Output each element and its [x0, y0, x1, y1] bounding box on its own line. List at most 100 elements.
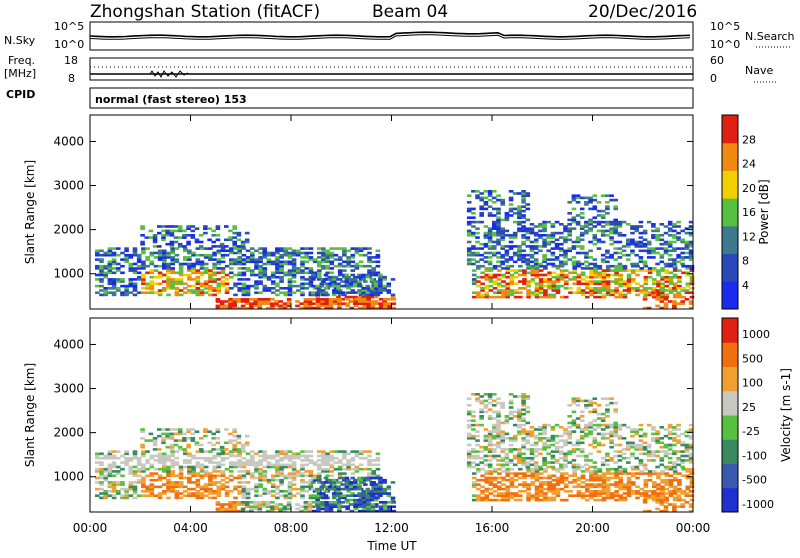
- power-cell: [145, 258, 150, 261]
- power-cell: [521, 209, 526, 213]
- velocity-cell: [229, 454, 234, 458]
- velocity-cell: [521, 393, 526, 396]
- power-cell: [585, 280, 590, 283]
- velocity-cell: [170, 452, 175, 456]
- power-cell: [471, 253, 476, 257]
- power-cell: [563, 251, 568, 255]
- power-cell: [333, 247, 339, 250]
- velocity-cell: [194, 441, 200, 445]
- velocity-cell: [530, 472, 536, 475]
- velocity-cell: [471, 485, 477, 489]
- velocity-cell: [162, 459, 167, 462]
- power-cell: [647, 269, 653, 272]
- velocity-cell: [212, 490, 217, 493]
- power-cell: [362, 300, 367, 303]
- power-cell: [496, 209, 501, 213]
- velocity-cell: [622, 472, 628, 475]
- velocity-cell: [369, 498, 375, 502]
- velocity-cell: [300, 472, 305, 475]
- power-cell: [509, 275, 515, 279]
- power-cell: [144, 236, 149, 239]
- power-cell: [228, 304, 233, 308]
- power-cell: [308, 280, 314, 283]
- power-cell: [212, 264, 217, 268]
- velocity-cell: [500, 432, 505, 436]
- power-cell: [253, 304, 258, 308]
- velocity-cell: [651, 454, 656, 458]
- velocity-cell: [466, 465, 472, 469]
- power-cell: [140, 234, 145, 237]
- power-cell: [618, 275, 624, 279]
- velocity-cell: [261, 501, 267, 504]
- velocity-cell: [504, 432, 510, 436]
- velocity-cell: [605, 492, 611, 495]
- colorbar-tick-label: 20: [742, 182, 756, 195]
- velocity-cell: [543, 476, 548, 480]
- power-cell: [588, 223, 593, 226]
- velocity-cell: [341, 505, 346, 508]
- velocity-cell: [321, 452, 326, 456]
- power-cell: [212, 258, 217, 261]
- power-cell: [371, 284, 376, 288]
- power-cell: [124, 293, 129, 297]
- power-cell: [672, 234, 677, 237]
- power-cell: [559, 295, 565, 299]
- power-cell: [111, 247, 117, 250]
- velocity-cell: [605, 397, 610, 400]
- power-cell: [475, 240, 480, 244]
- power-cell: [563, 253, 568, 257]
- power-cell: [103, 271, 108, 275]
- velocity-cell: [642, 452, 648, 456]
- power-cell: [492, 264, 498, 268]
- velocity-cell: [378, 507, 384, 511]
- velocity-cell: [332, 492, 337, 495]
- power-cell: [660, 267, 665, 270]
- velocity-cell: [254, 452, 259, 456]
- power-cell: [124, 287, 129, 290]
- power-cell: [496, 256, 501, 259]
- power-cell: [315, 291, 320, 294]
- power-cell: [547, 295, 552, 299]
- velocity-cell: [601, 496, 607, 500]
- power-cell: [551, 295, 557, 299]
- velocity-cell: [136, 463, 142, 467]
- velocity-cell: [501, 498, 506, 502]
- velocity-cell: [588, 452, 593, 456]
- power-cell: [589, 293, 594, 297]
- velocity-cell: [375, 463, 381, 467]
- power-cell: [253, 302, 258, 305]
- velocity-cell: [517, 432, 522, 436]
- velocity-cell: [329, 474, 335, 478]
- power-cell: [579, 231, 585, 235]
- velocity-cell: [655, 507, 660, 511]
- power-cell: [504, 245, 510, 248]
- power-cell: [575, 260, 581, 264]
- power-cell: [605, 269, 611, 272]
- power-cell: [107, 264, 113, 268]
- velocity-cell: [605, 437, 610, 440]
- power-cell: [466, 229, 472, 233]
- velocity-cell: [688, 503, 694, 506]
- power-cell: [191, 267, 196, 270]
- power-cell: [244, 300, 250, 303]
- velocity-cell: [655, 430, 660, 433]
- power-cell: [589, 289, 594, 292]
- velocity-cell: [228, 507, 233, 511]
- power-cell: [672, 223, 677, 226]
- velocity-cell: [254, 463, 259, 467]
- velocity-cell: [300, 496, 305, 500]
- velocity-cell: [390, 481, 396, 484]
- velocity-cell: [199, 496, 205, 500]
- power-cell: [505, 269, 510, 272]
- cpid-label: CPID: [6, 88, 35, 101]
- velocity-cell: [312, 463, 318, 467]
- velocity-cell: [174, 461, 180, 464]
- power-cell: [571, 218, 577, 222]
- power-cell: [660, 293, 665, 297]
- power-cell: [530, 293, 536, 297]
- power-cell: [508, 196, 514, 200]
- velocity-cell: [333, 456, 339, 460]
- velocity-cell: [534, 496, 540, 500]
- velocity-cell: [646, 445, 652, 449]
